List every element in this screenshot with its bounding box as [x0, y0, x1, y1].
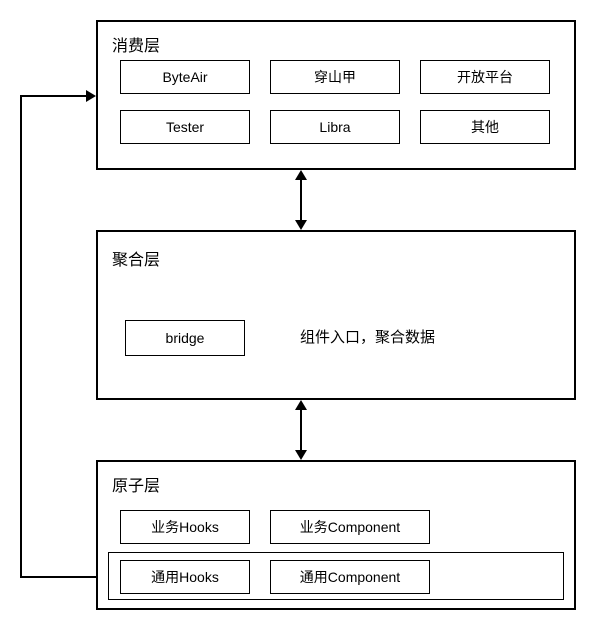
side-connector-arrowhead — [86, 90, 96, 102]
side-connector-vertical — [20, 95, 22, 578]
box-tester: Tester — [120, 110, 250, 144]
side-connector-bottom — [20, 576, 96, 578]
box-open-platform: 开放平台 — [420, 60, 550, 94]
consumer-layer-title: 消费层 — [112, 32, 160, 56]
aggregation-layer-title: 聚合层 — [112, 246, 160, 270]
box-biz-hooks: 业务Hooks — [120, 510, 250, 544]
aggregation-desc: 组件入口，聚合数据 — [300, 326, 435, 347]
box-other: 其他 — [420, 110, 550, 144]
box-common-component: 通用Component — [270, 560, 430, 594]
box-libra: Libra — [270, 110, 400, 144]
atomic-layer-title: 原子层 — [112, 472, 160, 496]
consumer-layer: 消费层 — [96, 20, 576, 170]
box-common-hooks: 通用Hooks — [120, 560, 250, 594]
box-biz-component: 业务Component — [270, 510, 430, 544]
side-connector-top — [20, 95, 86, 97]
box-byteair: ByteAir — [120, 60, 250, 94]
box-chuanshanjia: 穿山甲 — [270, 60, 400, 94]
connector-consumer-aggregation — [300, 178, 302, 222]
aggregation-layer: 聚合层 — [96, 230, 576, 400]
connector-aggregation-atomic — [300, 408, 302, 452]
box-bridge: bridge — [125, 320, 245, 356]
